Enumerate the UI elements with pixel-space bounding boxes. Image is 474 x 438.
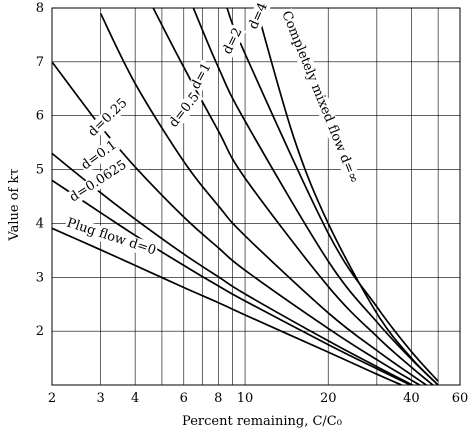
series-line-4 [99,13,428,385]
x-tick-label: 3 [96,391,104,406]
x-tick-label: 60 [452,391,469,406]
x-axis-title: Percent remaining, C/C₀ [182,414,342,429]
series-line-5 [152,8,435,385]
plot-frame [51,7,461,386]
curve-label-bg [66,156,131,206]
curve-label-7: d=4 [246,0,271,31]
curve-label-bg [165,89,204,132]
curve-label-bg [63,215,159,259]
curve-label-0: Plug flow d=0 [65,216,158,259]
series-line-7 [226,8,439,382]
x-tick-label: 8 [214,391,222,406]
curve-label-bg [277,7,362,187]
x-tick-label: 6 [180,391,188,406]
grid [51,7,461,386]
y-tick-label: 2 [36,324,44,339]
series-line-8 [255,8,439,385]
series-line-2 [52,152,415,385]
curve-label-4: d=0.5 [166,90,202,131]
y-tick-label: 7 [36,55,44,70]
y-tick-label: 3 [36,270,44,285]
y-tick-label: 6 [36,109,44,124]
y-tick-label: 4 [36,216,44,231]
y-tick-label: 8 [36,1,44,16]
curve-label-bg [245,0,272,33]
x-tick-label: 10 [237,391,254,406]
curve-label-bg [84,94,132,141]
curves [52,8,439,385]
curve-label-bg [219,24,247,58]
series-line-1 [52,179,413,385]
y-axis-title: Value of kτ [7,168,22,241]
y-tick-label: 5 [36,163,44,178]
series-line-0 [52,227,404,385]
curve-label-8: Completely mixed flow d=∞ [278,9,361,186]
x-tick-label: 40 [403,391,420,406]
curve-label-3: d=0.25 [85,96,130,140]
x-tick-label: 4 [131,391,139,406]
x-tick-label: 20 [320,391,337,406]
x-tick-label: 2 [48,391,56,406]
curve-label-bg [77,137,121,174]
curve-label-bg [187,59,215,93]
tick-labels: 2 3 4 6 8 10 20 40 60 2 3 4 5 6 7 8 [36,1,469,406]
